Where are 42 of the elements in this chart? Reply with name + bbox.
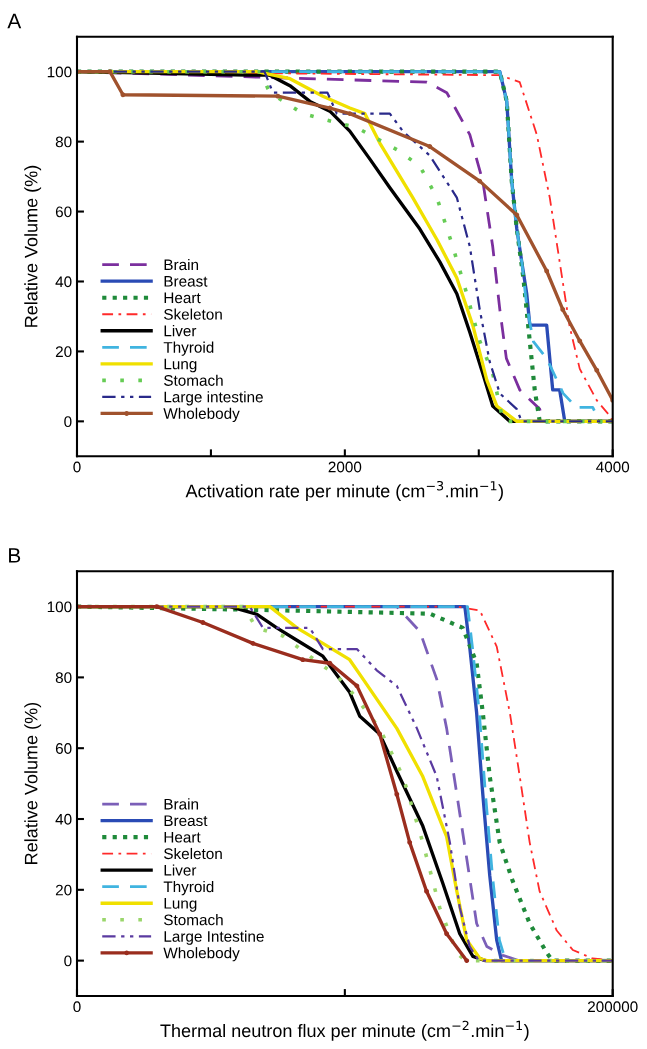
legend-label: Skeleton <box>164 308 222 320</box>
legend-label: Stomach <box>164 914 223 926</box>
y-tick-label: 40 <box>55 813 72 825</box>
legend-label: Thyroid <box>163 880 214 896</box>
y-tick-label: 100 <box>47 601 72 613</box>
y-tick-label: 60 <box>55 743 72 754</box>
legend-label: Lung <box>164 358 197 373</box>
y-axis-title: Relative Volume (%) <box>24 702 42 864</box>
y-tick-label: 80 <box>55 136 72 148</box>
legend-label: Skeleton <box>164 847 222 860</box>
chart-title: A <box>7 13 22 29</box>
legend-label: Breast <box>164 276 208 287</box>
y-tick-label: 80 <box>55 672 72 684</box>
legend-label: Large Intestine <box>164 930 264 945</box>
y-tick-label: 20 <box>55 884 72 896</box>
y-tick-label: 60 <box>55 206 72 218</box>
x-axis-title: Thermal neutron flux per minute (cm$^{−2}$.min$^{−1}$) <box>160 1020 529 1041</box>
legend-label: Lung <box>164 898 197 912</box>
legend-label: Heart <box>164 292 201 304</box>
legend-label: Thyroid <box>163 341 214 356</box>
x-tick-label: 0 <box>73 461 81 473</box>
x-tick-label: 200000 <box>587 1001 638 1013</box>
x-tick-label: 2000 <box>328 461 362 473</box>
legend-label: Wholebody <box>163 407 240 422</box>
y-axis-title: Relative Volume (%) <box>24 165 42 327</box>
x-tick-label: 4000 <box>596 461 630 473</box>
legend-label: Wholebody <box>163 947 240 962</box>
legend-label: Large intestine <box>164 391 263 406</box>
legend-label: Liver <box>164 864 197 876</box>
legend-label: Brain <box>164 798 199 810</box>
legend-label: Brain <box>164 258 199 271</box>
legend-label: Stomach <box>164 374 223 386</box>
legend-label: Heart <box>164 831 201 843</box>
y-tick-label: 40 <box>55 276 72 288</box>
legend-label: Liver <box>164 325 197 337</box>
y-tick-label: 0 <box>64 416 72 428</box>
chart-title: B <box>9 548 21 563</box>
legend-label: Breast <box>164 815 208 827</box>
x-axis-title: Activation rate per minute (cm$^{−3}$.min$^{−1}$) <box>185 480 503 502</box>
y-tick-label: 0 <box>64 955 72 967</box>
y-tick-label: 20 <box>55 346 72 358</box>
y-tick-label: 100 <box>47 66 72 78</box>
